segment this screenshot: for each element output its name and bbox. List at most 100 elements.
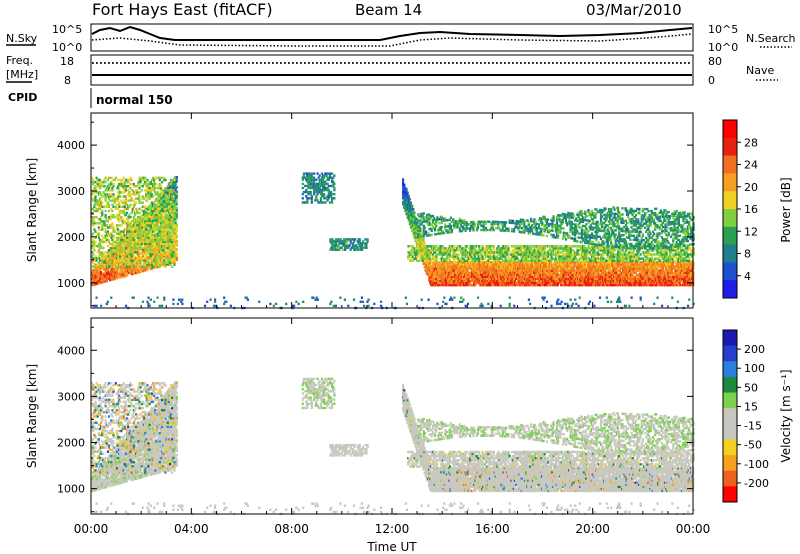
power-cell xyxy=(111,244,114,248)
power-cell xyxy=(128,213,131,217)
power-cell xyxy=(104,213,107,217)
power-cell xyxy=(139,231,142,234)
power-cell xyxy=(171,178,174,182)
power-cell xyxy=(355,244,358,247)
power-cell xyxy=(166,185,169,188)
power-cell xyxy=(435,269,439,272)
power-cell xyxy=(112,265,115,268)
power-cell xyxy=(136,267,139,270)
power-cell xyxy=(146,268,149,272)
power-cell xyxy=(153,227,156,230)
cpid-value: normal 150 xyxy=(96,93,173,107)
power-cell xyxy=(147,256,150,259)
power-cell xyxy=(120,259,123,262)
power-cell xyxy=(127,180,130,184)
power-cell xyxy=(115,275,118,278)
power-cell xyxy=(365,244,368,247)
power-cell xyxy=(413,211,416,214)
power-cell xyxy=(106,201,109,204)
nsky-panel: N.Sky 10^5 10^0 10^5 10^0 N.Search xyxy=(6,23,796,54)
power-cell xyxy=(159,195,163,198)
power-cell xyxy=(120,253,123,256)
power-cell xyxy=(141,257,144,260)
power-cell xyxy=(149,238,152,242)
power-cell xyxy=(140,247,143,250)
power-cell xyxy=(175,196,178,199)
power-cell xyxy=(92,253,95,256)
power-cell xyxy=(118,203,121,206)
power-cell xyxy=(142,267,146,270)
power-cell xyxy=(97,234,100,237)
power-cell xyxy=(348,238,351,241)
power-cell xyxy=(150,246,153,250)
power-cell xyxy=(521,263,524,266)
power-cell xyxy=(142,238,146,241)
power-cell xyxy=(324,188,327,192)
power-cell xyxy=(155,198,158,201)
power-cell xyxy=(105,273,108,276)
power-cell xyxy=(146,197,149,200)
power-cell xyxy=(94,195,97,198)
power-cell xyxy=(174,234,177,237)
power-cell xyxy=(536,269,539,272)
power-cell xyxy=(131,250,134,253)
power-cell xyxy=(174,217,177,220)
power-cell xyxy=(123,207,126,211)
power-cell xyxy=(171,193,174,197)
power-cell xyxy=(95,259,98,262)
power-cell xyxy=(174,213,177,216)
power-cell xyxy=(448,269,451,272)
nsearch-series-line xyxy=(91,33,693,47)
power-cell xyxy=(140,255,143,259)
power-cell xyxy=(172,185,175,188)
power-cell xyxy=(555,269,558,272)
power-cell xyxy=(119,255,122,258)
power-cell xyxy=(136,228,139,231)
power-cell xyxy=(155,247,158,250)
power-cell xyxy=(412,208,415,211)
power-cell xyxy=(317,176,320,179)
power-cell xyxy=(137,234,140,237)
power-cell xyxy=(162,218,165,221)
power-cell xyxy=(123,274,126,278)
power-cell xyxy=(329,193,333,196)
power-cell xyxy=(540,283,544,287)
power-cell xyxy=(105,275,108,279)
cpid-label: CPID xyxy=(8,91,37,104)
power-cell xyxy=(140,228,143,232)
power-cell xyxy=(147,266,150,269)
power-cell xyxy=(92,259,95,262)
power-cell xyxy=(105,259,108,262)
power-cell xyxy=(126,211,129,215)
power-cell xyxy=(174,232,177,235)
power-cell xyxy=(319,184,322,188)
power-cell xyxy=(402,180,405,183)
power-cell xyxy=(129,193,132,196)
power-cell xyxy=(155,243,158,246)
power-cell xyxy=(168,257,172,260)
power-cell xyxy=(139,207,142,211)
power-cell xyxy=(131,272,134,276)
power-cell xyxy=(129,187,132,190)
power-cell xyxy=(106,230,109,233)
power-cell xyxy=(159,223,163,227)
power-cell xyxy=(174,199,177,202)
power-cell xyxy=(138,251,141,254)
power-cell xyxy=(173,178,176,182)
power-cell xyxy=(150,209,153,213)
power-cell xyxy=(132,182,135,186)
power-cell xyxy=(138,191,141,194)
power-cell xyxy=(161,176,164,180)
power-cell xyxy=(157,197,160,200)
power-cell xyxy=(92,283,95,286)
power-cell xyxy=(114,267,117,270)
power-cell xyxy=(150,213,153,217)
power-cell xyxy=(366,238,369,241)
power-cell xyxy=(121,182,124,186)
power-cell xyxy=(159,185,163,188)
power-cell xyxy=(112,236,115,239)
power-cell xyxy=(173,176,176,180)
power-cell xyxy=(101,240,104,244)
power-cell xyxy=(136,261,139,264)
power-cell xyxy=(149,220,152,223)
